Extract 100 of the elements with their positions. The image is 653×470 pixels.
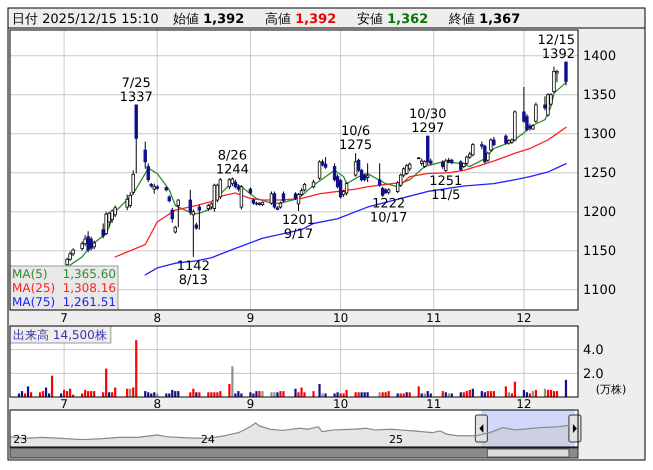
x-tick-label: 8 xyxy=(153,311,162,325)
bar xyxy=(126,388,128,397)
text: MA(5) 1,365.60 xyxy=(12,267,116,281)
y-tick-label: 1300 xyxy=(583,127,616,142)
x-tick-label: 10 xyxy=(332,311,348,325)
bar xyxy=(418,386,420,397)
annotation: 1275 xyxy=(339,138,372,154)
annotation: 12/15 xyxy=(538,32,575,48)
bar xyxy=(400,393,402,397)
annotation: 8/26 xyxy=(218,148,247,164)
bar xyxy=(129,388,132,397)
bar xyxy=(165,393,168,397)
y-axis-title: (万株) xyxy=(596,383,626,396)
bar xyxy=(426,391,429,397)
bar xyxy=(402,393,405,397)
bar xyxy=(171,390,174,397)
bar xyxy=(480,391,483,397)
x-tick-label: 7 xyxy=(60,311,68,325)
y-tick-label: 1100 xyxy=(583,283,616,298)
annotation: 9/17 xyxy=(284,226,314,242)
annotation: 1201 xyxy=(282,212,316,228)
annotation: 11/5 xyxy=(431,188,460,203)
bar xyxy=(408,392,411,397)
x-tick-label: 11 xyxy=(426,397,442,411)
bar xyxy=(198,392,200,397)
bar xyxy=(442,391,444,397)
annotation: 10/17 xyxy=(370,210,408,226)
bar xyxy=(168,393,170,397)
bar xyxy=(490,391,492,397)
bar xyxy=(384,392,387,397)
bar xyxy=(144,391,146,397)
y-tick-label: 2.0 xyxy=(583,366,604,382)
bar xyxy=(174,391,176,397)
x-tick-label: 9 xyxy=(246,311,254,325)
bar xyxy=(472,388,474,397)
annotation: 1251 xyxy=(429,174,462,189)
bar xyxy=(466,391,468,397)
bar xyxy=(195,392,198,397)
bar xyxy=(406,392,408,397)
bar xyxy=(378,392,381,397)
bar xyxy=(156,393,158,397)
bar xyxy=(147,392,150,397)
x-tick-label: 12 xyxy=(516,311,532,325)
bar xyxy=(396,393,399,397)
bar xyxy=(177,391,180,397)
bar xyxy=(153,392,156,397)
annotation: 10/30 xyxy=(409,107,446,122)
line-series xyxy=(144,163,567,276)
text: 高値 1,392 xyxy=(265,11,336,27)
x-tick-label: 24 xyxy=(200,433,215,446)
y-tick-label: 1150 xyxy=(583,244,616,260)
y-tick-label: 1250 xyxy=(583,166,616,182)
bar xyxy=(484,392,486,397)
text: MA(75) 1,261.51 xyxy=(12,295,116,309)
x-tick-label: 8 xyxy=(153,397,162,411)
x-tick-label: 10 xyxy=(332,397,348,411)
bar xyxy=(382,392,384,397)
annotation: 7/25 xyxy=(122,76,151,91)
x-tick-label: 23 xyxy=(13,433,28,446)
y-tick-label: 1400 xyxy=(583,49,616,64)
text: MA(25) 1,308.16 xyxy=(12,281,116,295)
bar xyxy=(486,391,489,397)
bar xyxy=(450,393,453,397)
x-tick-label: 9 xyxy=(246,397,254,411)
bar xyxy=(448,393,450,397)
x-tick-label: 7 xyxy=(60,397,68,411)
annotation: 10/6 xyxy=(341,124,370,140)
annotation: 1297 xyxy=(411,121,444,136)
bar xyxy=(430,393,432,397)
x-tick-label: 11 xyxy=(426,311,442,325)
chart-title: 出来高 14,500株 xyxy=(13,328,107,342)
bar xyxy=(150,393,152,397)
bar xyxy=(462,392,465,397)
y-tick-label: 1350 xyxy=(583,88,616,104)
annotation: 8/13 xyxy=(178,272,208,288)
bar xyxy=(231,366,234,397)
y-tick-label: 4.0 xyxy=(583,343,604,358)
bar xyxy=(460,392,462,397)
bar xyxy=(207,392,210,397)
annotation: 1337 xyxy=(120,90,153,105)
annotation: 1392 xyxy=(542,46,575,62)
chart-title: 日付 2025/12/15 15:10 xyxy=(12,12,159,27)
bar xyxy=(189,392,192,397)
x-tick-label: 12 xyxy=(516,397,532,411)
annotation: 1244 xyxy=(216,162,249,178)
bar xyxy=(468,390,471,397)
annotation: 1142 xyxy=(176,258,210,274)
x-tick-label: 25 xyxy=(389,433,404,446)
bar xyxy=(105,368,108,397)
text: 安値 1,362 xyxy=(357,11,428,27)
bar xyxy=(108,392,110,397)
bar xyxy=(135,340,138,397)
y-tick-label: 1200 xyxy=(583,205,616,220)
bar xyxy=(420,393,423,397)
bar xyxy=(424,393,426,397)
text: 始値 1,392 xyxy=(173,12,244,27)
text: 終値 1,367 xyxy=(448,12,520,27)
bar xyxy=(192,388,194,397)
bar xyxy=(114,388,116,397)
bar xyxy=(444,392,447,397)
